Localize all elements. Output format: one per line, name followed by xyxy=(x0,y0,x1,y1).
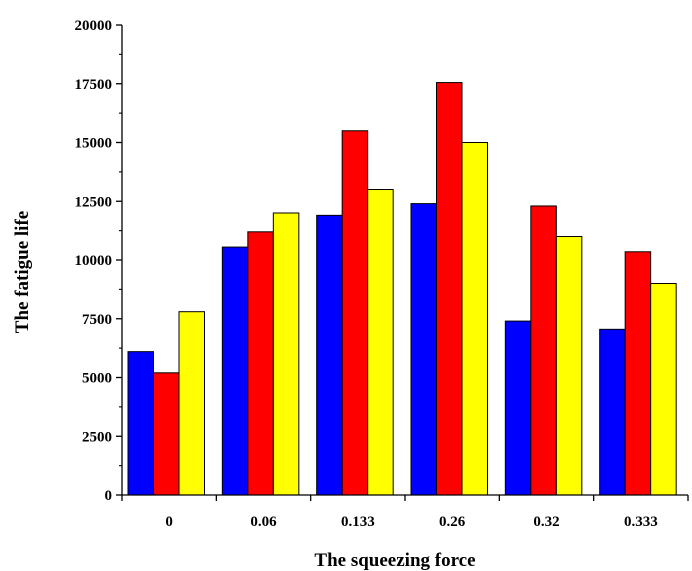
bar-0.333-series-1 xyxy=(599,328,626,496)
bar-0.06-series-1 xyxy=(221,246,249,496)
bar-0.133-series-1 xyxy=(316,214,343,496)
x-tick-label: 0 xyxy=(165,514,173,530)
bar-0.333-series-2 xyxy=(624,251,652,496)
bar-0.133-series-2 xyxy=(341,130,369,496)
y-tick-label: 7500 xyxy=(82,312,112,328)
bar-0.32-series-3 xyxy=(555,236,583,496)
bar-0.06-series-3 xyxy=(272,212,300,496)
bar-0.26-series-2 xyxy=(436,82,463,496)
bar-0.133-series-3 xyxy=(367,189,394,496)
x-tick-label: 0.333 xyxy=(624,514,658,530)
y-tick-label: 2500 xyxy=(82,429,112,445)
y-tick-label: 10000 xyxy=(75,253,113,269)
y-tick-label: 12500 xyxy=(75,194,113,210)
bar-0.32-series-1 xyxy=(504,320,532,496)
bar-0-series-3 xyxy=(178,311,205,496)
y-tick-label: 0 xyxy=(105,488,113,504)
bar-0.26-series-1 xyxy=(410,203,437,496)
x-axis-title: The squeezing force xyxy=(314,550,475,571)
bar-0.06-series-2 xyxy=(247,231,274,496)
y-ticks-group: 0 2500 5000 7500 10000 12500 15000 17500 20000 xyxy=(75,18,122,504)
x-ticks-group: 0 0.06 0.133 0.26 0.32 0.333 xyxy=(121,495,689,530)
bar-0.26-series-3 xyxy=(461,142,488,496)
bar-0.333-series-3 xyxy=(650,283,677,496)
x-tick-label: 0.133 xyxy=(341,514,375,530)
y-axis-title: The fatigue life xyxy=(12,211,33,333)
y-tick-label: 20000 xyxy=(75,18,113,34)
bar-0-series-2 xyxy=(153,372,180,496)
x-tick-label: 0.32 xyxy=(533,514,559,530)
x-tick-label: 0.26 xyxy=(439,514,466,530)
bars-group xyxy=(127,82,677,496)
x-tick-label: 0.06 xyxy=(250,514,277,530)
bar-0.32-series-2 xyxy=(530,205,557,496)
y-tick-label: 5000 xyxy=(82,371,112,387)
y-tick-label: 15000 xyxy=(75,136,113,152)
bar-0-series-1 xyxy=(127,351,154,496)
y-tick-label: 17500 xyxy=(75,77,113,93)
